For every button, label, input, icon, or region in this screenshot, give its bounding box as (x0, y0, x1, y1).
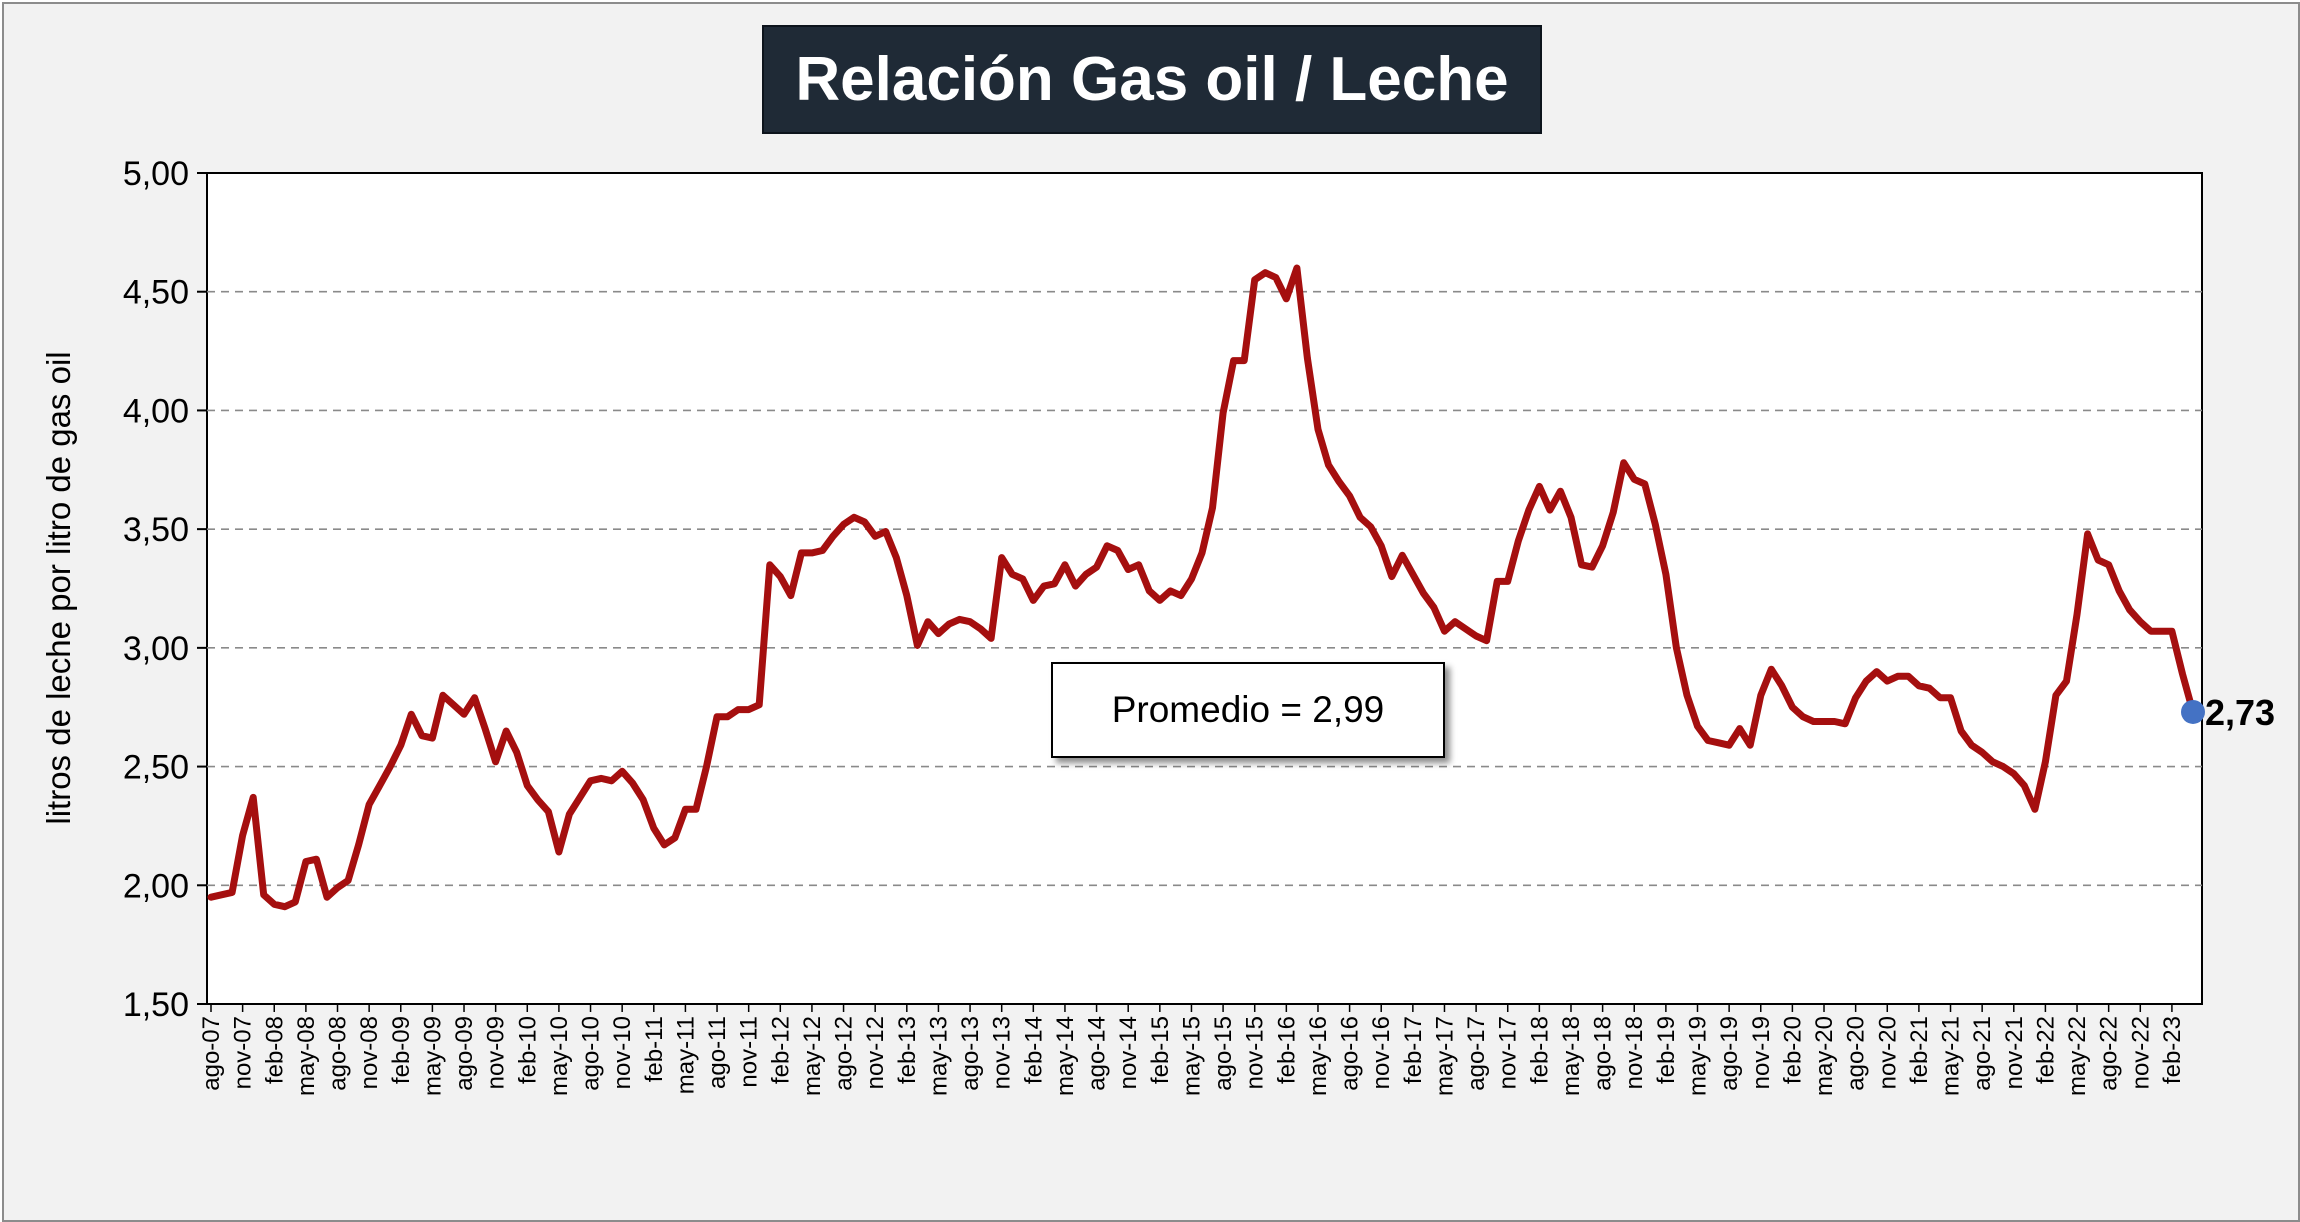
x-tick-label: may-14 (1052, 1016, 1079, 1096)
chart-title: Relación Gas oil / Leche (795, 45, 1509, 114)
x-tick-label: may-15 (1178, 1016, 1205, 1096)
x-tick-label: ago-10 (578, 1016, 605, 1091)
x-tick-label: may-11 (672, 1016, 699, 1094)
average-annotation: Promedio = 2,99 (1051, 662, 1445, 758)
x-tick-label: nov-14 (1115, 1016, 1142, 1089)
x-tick-label: feb-10 (514, 1016, 541, 1084)
x-tick-label: feb-19 (1653, 1016, 1680, 1084)
plot-area (206, 172, 2203, 1005)
x-tick-label: ago-11 (704, 1016, 731, 1089)
x-tick-label: nov-07 (230, 1016, 257, 1089)
x-tick-label: feb-21 (1906, 1016, 1933, 1084)
x-tick-label: ago-13 (957, 1016, 984, 1091)
y-tick-label: 4,50 (123, 274, 189, 312)
x-tick-label: feb-09 (388, 1016, 415, 1084)
x-tick-label: nov-09 (483, 1016, 510, 1089)
x-tick-label: ago-15 (1210, 1016, 1237, 1091)
y-tick-label: 2,00 (123, 867, 189, 905)
x-tick-label: ago-20 (1843, 1016, 1870, 1091)
last-point-marker (2181, 699, 2205, 724)
x-tick-label: nov-22 (2127, 1016, 2154, 1089)
y-tick-label: 3,50 (123, 511, 189, 549)
x-tick-label: may-09 (419, 1016, 446, 1096)
x-tick-label: ago-16 (1337, 1016, 1364, 1091)
x-tick-label: nov-15 (1242, 1016, 1269, 1089)
x-tick-label: feb-18 (1526, 1016, 1553, 1084)
x-tick-label: feb-15 (1147, 1016, 1174, 1084)
x-tick-label: may-10 (546, 1016, 573, 1096)
x-tick-label: ago-07 (198, 1016, 225, 1091)
x-tick-label: may-20 (1811, 1016, 1838, 1096)
series-line (207, 264, 2197, 911)
x-tick-label: ago-22 (2096, 1016, 2123, 1091)
y-tick-label: 5,00 (123, 155, 189, 193)
x-tick-label: ago-17 (1463, 1016, 1490, 1091)
x-tick-label: nov-20 (1874, 1016, 1901, 1089)
y-tick-label: 3,00 (123, 630, 189, 668)
average-label: Promedio = 2,99 (1111, 689, 1385, 730)
x-tick-label: ago-08 (325, 1016, 352, 1091)
x-tick-label: feb-11 (641, 1016, 668, 1082)
y-tick-label: 1,50 (123, 986, 189, 1024)
x-tick-label: nov-08 (356, 1016, 383, 1089)
x-tick-label: feb-13 (894, 1016, 921, 1084)
x-tick-label: may-12 (799, 1016, 826, 1096)
x-tick-label: feb-14 (1020, 1016, 1047, 1084)
x-tick-label: feb-12 (767, 1016, 794, 1084)
x-tick-label: feb-16 (1273, 1016, 1300, 1084)
x-tick-label: nov-10 (609, 1016, 636, 1089)
x-tick-label: feb-08 (261, 1016, 288, 1084)
x-tick-label: may-19 (1685, 1016, 1712, 1096)
chart-title-box: Relación Gas oil / Leche (762, 25, 1542, 134)
x-tick-label: feb-20 (1779, 1016, 1806, 1084)
x-tick-label: nov-16 (1368, 1016, 1395, 1089)
x-tick-label: nov-11 (736, 1016, 763, 1088)
x-tick-label: ago-14 (1084, 1016, 1111, 1091)
x-tick-label: may-17 (1431, 1016, 1458, 1096)
y-tick-label: 2,50 (123, 749, 189, 787)
x-tick-label: nov-17 (1495, 1016, 1522, 1089)
x-tick-label: may-22 (2064, 1016, 2091, 1096)
x-tick-label: may-08 (293, 1016, 320, 1096)
x-tick-label: nov-12 (862, 1016, 889, 1089)
y-axis-label: litros de leche por litro de gas oil (40, 351, 77, 824)
x-tick-label: nov-19 (1748, 1016, 1775, 1089)
x-tick-label: ago-21 (1969, 1016, 1996, 1091)
x-tick-label: ago-09 (451, 1016, 478, 1091)
x-axis-ticks: ago-07 nov-07 feb-08 may-08 ago-08 nov-08 feb-… (198, 1004, 2186, 1096)
x-tick-label: feb-22 (2032, 1016, 2059, 1084)
last-value-label: 2,73 (2205, 692, 2275, 733)
x-tick-label: may-13 (925, 1016, 952, 1096)
x-tick-label: ago-18 (1590, 1016, 1617, 1091)
x-tick-label: ago-12 (831, 1016, 858, 1091)
x-tick-label: may-16 (1305, 1016, 1332, 1096)
x-tick-label: nov-21 (2001, 1016, 2028, 1089)
x-tick-label: may-18 (1558, 1016, 1585, 1096)
x-tick-label: feb-17 (1400, 1016, 1427, 1084)
y-tick-label: 4,00 (123, 392, 189, 430)
y-axis-ticks: 1,50 2,00 2,50 3,00 3,50 4,00 4,50 5,00 (123, 155, 207, 1024)
x-tick-label: nov-13 (989, 1016, 1016, 1089)
x-tick-label: feb-23 (2159, 1016, 2186, 1084)
x-tick-label: nov-18 (1621, 1016, 1648, 1089)
x-tick-label: ago-19 (1716, 1016, 1743, 1091)
x-tick-label: may-21 (1938, 1016, 1965, 1096)
